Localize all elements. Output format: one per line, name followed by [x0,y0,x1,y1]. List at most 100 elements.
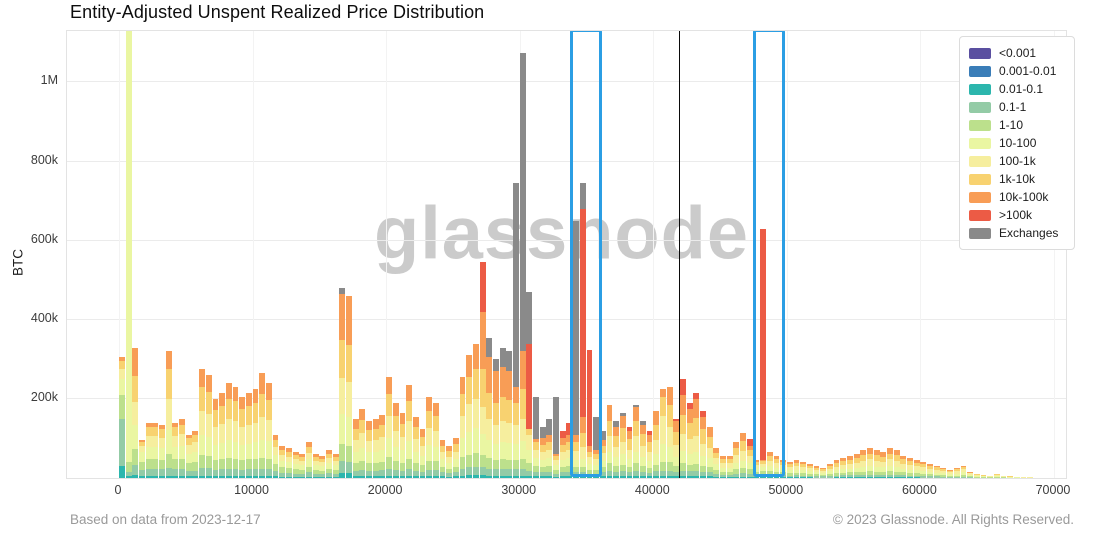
bar-segment [439,452,446,460]
bar-segment [846,472,853,476]
bar-segment [519,458,526,469]
legend-item[interactable]: 100-1k [969,152,1065,170]
bar-segment [232,441,239,459]
bar-segment [553,460,559,465]
legend-label: 0.001-0.01 [999,64,1057,78]
price-bin-bar [666,31,673,478]
price-bin-bar [326,31,332,478]
bar-segment [833,477,840,478]
legend-item[interactable]: 0.001-0.01 [969,62,1065,80]
bar-segment [953,469,960,472]
bar-segment [586,464,593,470]
legend-item[interactable]: 0.1-1 [969,98,1065,116]
price-bin-bar [920,31,927,478]
bar-segment [880,477,887,478]
bar-segment [486,393,493,419]
bar-segment [145,422,152,428]
bar-segment [533,449,539,459]
bar-segment [499,468,506,476]
bar-segment [312,454,319,457]
price-bin-bar [452,31,459,478]
bar-segment [639,420,646,425]
bar-segment [306,442,312,447]
bar-segment [272,440,279,448]
bar-segment [212,427,219,446]
bar-segment [366,452,372,463]
bar-segment [733,469,740,474]
bar-segment [593,469,600,474]
bar-segment [406,441,413,459]
bar-segment [426,427,433,446]
bar-segment [713,448,720,453]
bar-segment [259,457,266,469]
bar-segment [553,469,559,474]
bar-segment [533,396,539,439]
bar-segment [606,404,613,421]
legend-item[interactable]: 10-100 [969,134,1065,152]
bar-segment [740,468,746,474]
bar-segment [646,442,653,452]
legend-item[interactable]: 10k-100k [969,188,1065,206]
bar-segment [686,453,693,465]
x-tick-label: 0 [114,483,122,497]
bar-segment [720,477,726,478]
legend-item[interactable]: 0.01-0.1 [969,80,1065,98]
bar-segment [486,458,493,469]
bar-segment [499,475,506,478]
price-bin-bar [446,31,453,478]
price-bin-bar [419,31,426,478]
price-bin-bar [139,31,145,478]
legend-item[interactable]: >100k [969,206,1065,224]
bar-segment [666,470,673,477]
bar-segment [720,456,726,460]
bar-segment [539,466,546,473]
bar-segment [720,463,726,468]
price-bin-bar [546,31,553,478]
price-bin-bar [887,31,893,478]
bar-segment [419,446,426,457]
bar-segment [119,394,125,419]
bar-segment [646,451,653,461]
price-bin-bar [152,31,159,478]
bar-segment [613,436,620,448]
bar-segment [366,420,372,431]
price-bin-bar [907,31,913,478]
bar-segment [272,476,279,478]
legend-item[interactable]: 1k-10k [969,170,1065,188]
price-bin-bar [680,31,686,478]
legend-label: 1k-10k [999,172,1036,186]
bar-segment [259,468,266,477]
bar-segment [893,455,900,461]
bar-segment [753,460,760,462]
bar-segment [619,416,626,429]
legend-item[interactable]: <0.001 [969,44,1065,62]
legend-item[interactable]: 1-10 [969,116,1065,134]
price-bin-bar [1020,31,1027,478]
bar-segment [947,472,954,475]
bar-segment [432,402,439,416]
bar-segment [826,476,833,478]
legend-swatch-icon [969,101,991,113]
bar-segment [846,456,853,460]
legend-item[interactable]: Exchanges [969,224,1065,242]
bar-segment [452,472,459,477]
bar-segment [392,430,399,447]
bar-segment [225,476,232,478]
bar-segment [606,476,613,478]
bar-segment [172,459,179,469]
bar-segment [479,369,486,407]
bar-segment [306,452,312,460]
bar-segment [352,462,359,471]
bar-segment [159,459,165,470]
bar-segment [159,469,165,477]
bar-segment [493,371,499,403]
bar-segment [145,427,152,437]
bar-segment [893,466,900,472]
bar-segment [272,471,279,477]
bar-segment [159,476,165,478]
bar-segment [773,477,780,478]
price-bin-bar [259,31,266,478]
bar-segment [499,367,506,397]
bar-segment [179,418,185,425]
bar-segment [205,475,212,478]
